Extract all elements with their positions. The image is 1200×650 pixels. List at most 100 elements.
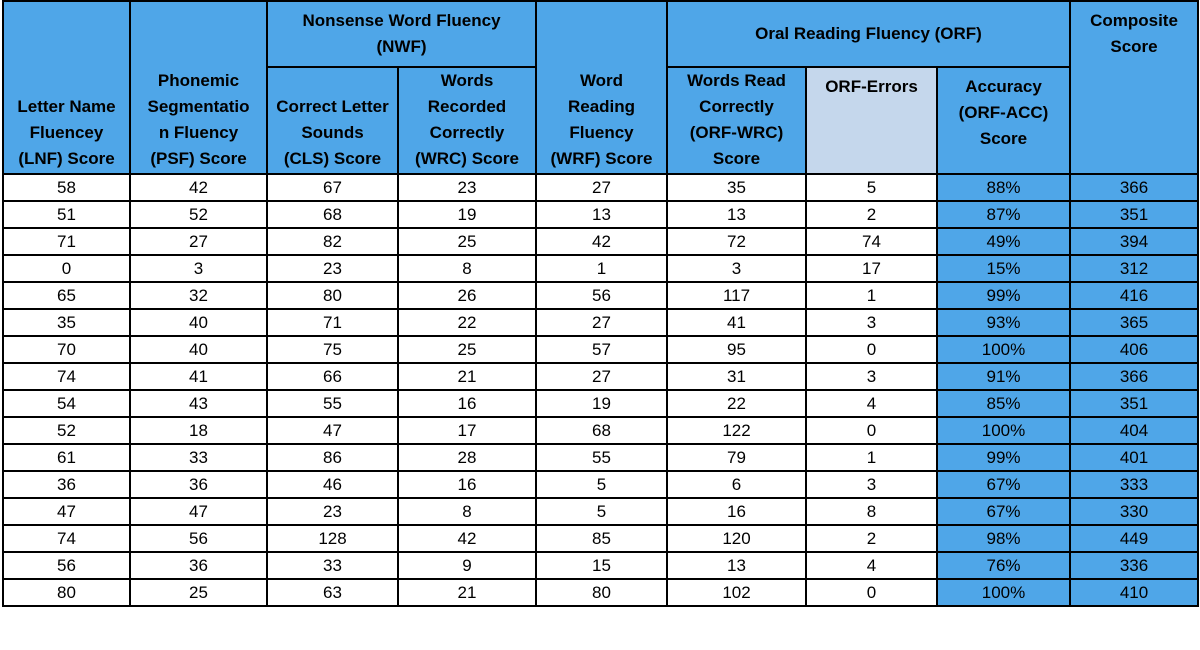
cell-composite: 406 bbox=[1069, 335, 1199, 364]
header-wrc: Words Recorded Correctly (WRC) Score bbox=[397, 66, 537, 175]
cell-composite: 366 bbox=[1069, 362, 1199, 391]
cell-composite: 394 bbox=[1069, 227, 1199, 256]
header-composite: Composite Score bbox=[1069, 0, 1199, 175]
table-row: 70 40 75 25 57 95 0 100% 406 bbox=[2, 335, 1199, 364]
cell-lnf: 80 bbox=[2, 578, 131, 607]
cell-wrc: 17 bbox=[397, 416, 537, 445]
cell-composite: 404 bbox=[1069, 416, 1199, 445]
cell-orf-err: 0 bbox=[805, 578, 938, 607]
cell-composite: 365 bbox=[1069, 308, 1199, 337]
table-row: 36 36 46 16 5 6 3 67% 333 bbox=[2, 470, 1199, 499]
cell-cls: 128 bbox=[266, 524, 399, 553]
table-row: 71 27 82 25 42 72 74 49% 394 bbox=[2, 227, 1199, 256]
cell-cls: 68 bbox=[266, 200, 399, 229]
header-wrf: Word Reading Fluency (WRF) Score bbox=[535, 0, 668, 175]
cell-wrf: 5 bbox=[535, 497, 668, 526]
cell-psf: 56 bbox=[129, 524, 268, 553]
cell-orf-acc: 100% bbox=[936, 416, 1071, 445]
cell-orf-err: 3 bbox=[805, 362, 938, 391]
cell-orf-wrc: 41 bbox=[666, 308, 807, 337]
cell-psf: 36 bbox=[129, 470, 268, 499]
cell-lnf: 71 bbox=[2, 227, 131, 256]
cell-wrc: 9 bbox=[397, 551, 537, 580]
cell-orf-acc: 100% bbox=[936, 335, 1071, 364]
cell-wrc: 21 bbox=[397, 362, 537, 391]
cell-lnf: 74 bbox=[2, 524, 131, 553]
cell-composite: 401 bbox=[1069, 443, 1199, 472]
table-row: 51 52 68 19 13 13 2 87% 351 bbox=[2, 200, 1199, 229]
header-psf: Phonemic Segmentatio n Fluency (PSF) Sco… bbox=[129, 0, 268, 175]
cell-psf: 33 bbox=[129, 443, 268, 472]
group-header-orf: Oral Reading Fluency (ORF) bbox=[666, 0, 1071, 68]
cell-composite: 449 bbox=[1069, 524, 1199, 553]
cell-composite: 410 bbox=[1069, 578, 1199, 607]
cell-orf-err: 3 bbox=[805, 308, 938, 337]
cell-wrf: 57 bbox=[535, 335, 668, 364]
cell-wrf: 27 bbox=[535, 362, 668, 391]
cell-orf-err: 1 bbox=[805, 443, 938, 472]
cell-composite: 336 bbox=[1069, 551, 1199, 580]
table-body: 58 42 67 23 27 35 5 88% 366 51 52 68 19 13 13 2 87% 351 71… bbox=[2, 173, 1199, 607]
cell-psf: 41 bbox=[129, 362, 268, 391]
cell-lnf: 0 bbox=[2, 254, 131, 283]
cell-lnf: 56 bbox=[2, 551, 131, 580]
cell-orf-wrc: 102 bbox=[666, 578, 807, 607]
cell-psf: 27 bbox=[129, 227, 268, 256]
cell-cls: 71 bbox=[266, 308, 399, 337]
table-row: 56 36 33 9 15 13 4 76% 336 bbox=[2, 551, 1199, 580]
cell-orf-err: 2 bbox=[805, 200, 938, 229]
cell-orf-wrc: 13 bbox=[666, 551, 807, 580]
header-orf-errors: ORF-Errors bbox=[805, 66, 938, 175]
cell-wrc: 21 bbox=[397, 578, 537, 607]
cell-orf-err: 17 bbox=[805, 254, 938, 283]
cell-orf-err: 5 bbox=[805, 173, 938, 202]
cell-orf-acc: 15% bbox=[936, 254, 1071, 283]
cell-lnf: 52 bbox=[2, 416, 131, 445]
cell-wrc: 25 bbox=[397, 227, 537, 256]
cell-orf-wrc: 31 bbox=[666, 362, 807, 391]
cell-cls: 67 bbox=[266, 173, 399, 202]
cell-cls: 82 bbox=[266, 227, 399, 256]
cell-cls: 86 bbox=[266, 443, 399, 472]
cell-wrc: 22 bbox=[397, 308, 537, 337]
cell-wrf: 80 bbox=[535, 578, 668, 607]
cell-lnf: 65 bbox=[2, 281, 131, 310]
cell-orf-wrc: 16 bbox=[666, 497, 807, 526]
cell-composite: 416 bbox=[1069, 281, 1199, 310]
table-row: 80 25 63 21 80 102 0 100% 410 bbox=[2, 578, 1199, 607]
cell-orf-wrc: 122 bbox=[666, 416, 807, 445]
cell-wrc: 8 bbox=[397, 497, 537, 526]
cell-wrc: 42 bbox=[397, 524, 537, 553]
cell-cls: 23 bbox=[266, 497, 399, 526]
cell-orf-err: 8 bbox=[805, 497, 938, 526]
cell-lnf: 51 bbox=[2, 200, 131, 229]
cell-wrf: 27 bbox=[535, 173, 668, 202]
cell-orf-err: 4 bbox=[805, 551, 938, 580]
cell-wrf: 19 bbox=[535, 389, 668, 418]
cell-wrc: 26 bbox=[397, 281, 537, 310]
cell-wrf: 85 bbox=[535, 524, 668, 553]
cell-composite: 366 bbox=[1069, 173, 1199, 202]
cell-orf-err: 3 bbox=[805, 470, 938, 499]
cell-orf-wrc: 6 bbox=[666, 470, 807, 499]
cell-composite: 333 bbox=[1069, 470, 1199, 499]
cell-composite: 351 bbox=[1069, 389, 1199, 418]
cell-wrc: 8 bbox=[397, 254, 537, 283]
cell-cls: 75 bbox=[266, 335, 399, 364]
cell-lnf: 35 bbox=[2, 308, 131, 337]
cell-psf: 43 bbox=[129, 389, 268, 418]
cell-composite: 312 bbox=[1069, 254, 1199, 283]
cell-orf-acc: 85% bbox=[936, 389, 1071, 418]
cell-psf: 25 bbox=[129, 578, 268, 607]
cell-psf: 18 bbox=[129, 416, 268, 445]
cell-orf-acc: 91% bbox=[936, 362, 1071, 391]
cell-wrc: 19 bbox=[397, 200, 537, 229]
cell-orf-acc: 88% bbox=[936, 173, 1071, 202]
cell-psf: 3 bbox=[129, 254, 268, 283]
header-orf-acc: Accuracy (ORF-ACC) Score bbox=[936, 66, 1071, 175]
cell-orf-acc: 93% bbox=[936, 308, 1071, 337]
cell-cls: 63 bbox=[266, 578, 399, 607]
cell-wrc: 25 bbox=[397, 335, 537, 364]
cell-psf: 52 bbox=[129, 200, 268, 229]
cell-lnf: 74 bbox=[2, 362, 131, 391]
